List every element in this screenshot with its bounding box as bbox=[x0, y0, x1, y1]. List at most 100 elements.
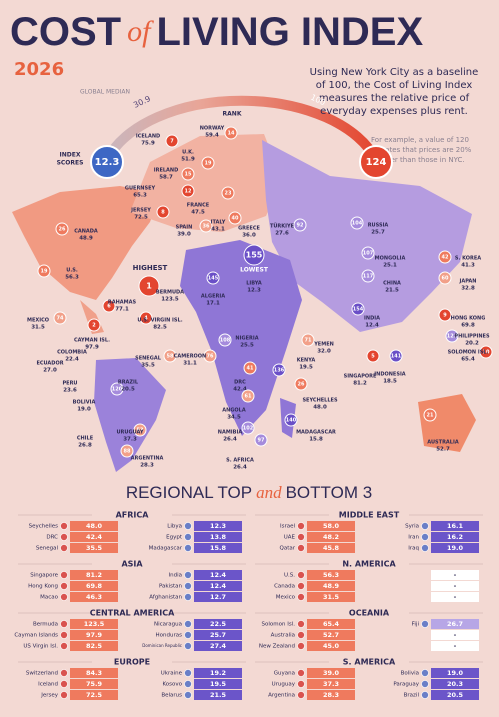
country-value: 25.1 bbox=[383, 263, 397, 269]
flag bbox=[184, 522, 192, 530]
entry-value: 97.9 bbox=[86, 631, 103, 639]
rank: 36 bbox=[203, 224, 210, 230]
country-value: 36.0 bbox=[242, 233, 256, 239]
flag bbox=[60, 691, 68, 699]
rank: 10 bbox=[483, 350, 490, 356]
rank: 9 bbox=[443, 313, 447, 319]
flag bbox=[184, 642, 192, 650]
region-header-bg bbox=[92, 608, 172, 618]
flag bbox=[421, 533, 429, 541]
example-line: higher than those in NYC. bbox=[375, 156, 464, 164]
value-box bbox=[194, 570, 242, 580]
country-value: 59.4 bbox=[205, 133, 219, 139]
rank-bubble bbox=[156, 205, 170, 219]
rank-bubble bbox=[102, 299, 116, 313]
entry-name: US Virgin Isl. bbox=[23, 644, 58, 650]
entry-value: 42.4 bbox=[86, 533, 103, 541]
rank: 12 bbox=[185, 189, 192, 195]
rank-bubble bbox=[301, 333, 315, 347]
value-box bbox=[70, 619, 118, 629]
country-name: NAMIBIA bbox=[218, 430, 243, 436]
country-name: AUSTRALIA bbox=[427, 440, 459, 446]
country-value: 69.8 bbox=[461, 323, 475, 329]
flag bbox=[184, 620, 192, 628]
rank: 155 bbox=[246, 251, 263, 260]
country-name: NORWAY bbox=[200, 126, 225, 132]
flag bbox=[60, 631, 68, 639]
flag bbox=[421, 522, 429, 530]
rank: 92 bbox=[297, 223, 304, 229]
value-box bbox=[70, 679, 118, 689]
country-name: BERMUDA bbox=[156, 290, 184, 296]
region-header-bg bbox=[92, 657, 172, 667]
entry-value: 45.0 bbox=[323, 642, 340, 650]
country-name: INDIA bbox=[364, 316, 380, 322]
entry-value: 46.3 bbox=[86, 593, 102, 601]
value-box bbox=[70, 570, 118, 580]
country-name: KENYA bbox=[297, 358, 316, 364]
value-box bbox=[70, 543, 118, 553]
country-name: CANADA bbox=[74, 229, 98, 235]
country-name: SENEGAL bbox=[135, 356, 162, 362]
rank-bubble bbox=[243, 361, 257, 375]
entry-name: Guyana bbox=[274, 671, 295, 677]
region-header-bg bbox=[329, 657, 409, 667]
region-name: ASIA bbox=[121, 560, 143, 569]
country-value: 123.5 bbox=[161, 297, 179, 303]
country-name: ITALY bbox=[211, 220, 226, 226]
description-line: Using New York City as a baseline bbox=[310, 67, 479, 78]
country-value: 48.9 bbox=[79, 236, 93, 242]
country-name: MONGOLIA bbox=[375, 256, 406, 262]
region-name: N. AMERICA bbox=[342, 560, 396, 569]
entry-name: India bbox=[169, 573, 183, 579]
entry-value: 123.5 bbox=[84, 620, 105, 628]
flag bbox=[297, 669, 305, 677]
entry-name: Singapore bbox=[30, 573, 58, 579]
entry-name: Qatar bbox=[280, 546, 296, 552]
country-name: BOLIVIA bbox=[73, 400, 96, 406]
rank: 141 bbox=[391, 354, 402, 360]
country-value: 37.3 bbox=[123, 437, 137, 443]
rank-bubble bbox=[138, 275, 160, 297]
rank: 154 bbox=[353, 307, 364, 313]
country-name: SOLOMON ISL. bbox=[448, 350, 489, 356]
rank-bubble bbox=[438, 271, 452, 285]
land bbox=[262, 140, 472, 332]
value-box bbox=[194, 690, 242, 700]
country-value: 43.1 bbox=[211, 227, 225, 233]
country-name: DRC bbox=[234, 380, 246, 386]
rank-bubble bbox=[87, 318, 101, 332]
country-value: 48.0 bbox=[313, 405, 327, 411]
region-header-bg bbox=[92, 510, 172, 520]
value-box bbox=[307, 619, 355, 629]
value-box bbox=[194, 532, 242, 542]
entry-value: 26.7 bbox=[447, 620, 463, 628]
region-name: EUROPE bbox=[114, 658, 150, 667]
entry-value: 19.2 bbox=[210, 669, 226, 677]
entry-name: Kosovo bbox=[162, 682, 182, 688]
entry-value: - bbox=[454, 642, 457, 650]
rank-bubble bbox=[241, 421, 255, 435]
rank: 15 bbox=[185, 172, 192, 178]
country-value: 26.4 bbox=[233, 465, 247, 471]
entry-value: 20.3 bbox=[447, 680, 463, 688]
rank-bubble bbox=[293, 218, 307, 232]
region-header-bg bbox=[329, 510, 409, 520]
title-of: of bbox=[127, 15, 154, 48]
country-value: 19.5 bbox=[299, 365, 313, 371]
region-name: OCEANIA bbox=[349, 609, 390, 618]
entry-value: 81.2 bbox=[86, 571, 102, 579]
value-box bbox=[307, 592, 355, 602]
flag bbox=[184, 631, 192, 639]
country-value: 18.5 bbox=[383, 379, 397, 385]
flag bbox=[60, 669, 68, 677]
flag bbox=[297, 593, 305, 601]
country-value: 27.0 bbox=[43, 368, 57, 374]
rank-bubble bbox=[218, 333, 232, 347]
country-name: URUGUAY bbox=[117, 430, 144, 436]
country-name: JERSEY bbox=[130, 208, 151, 214]
rank: 7 bbox=[170, 139, 174, 145]
entry-value: 20.5 bbox=[447, 691, 464, 699]
rank-bubble bbox=[294, 377, 308, 391]
region-name: S. AMERICA bbox=[343, 658, 396, 667]
